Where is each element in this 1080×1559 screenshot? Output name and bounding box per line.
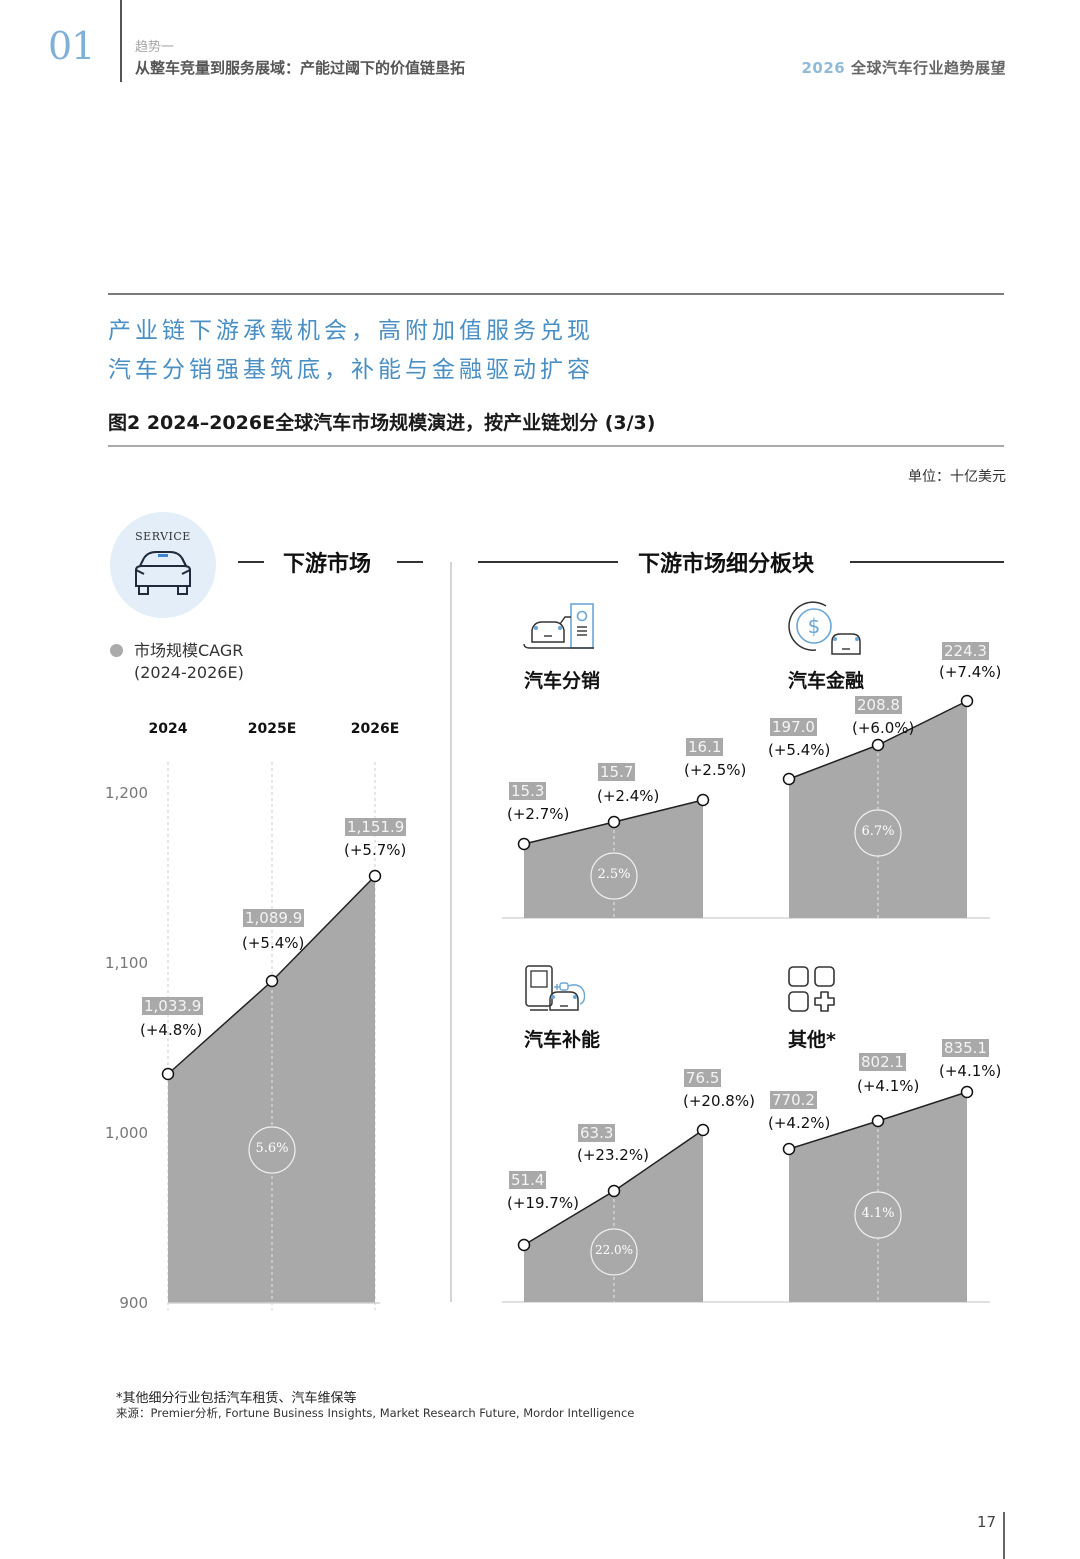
other-grid-icon: [788, 966, 835, 1012]
value-label-2024: 1,033.9: [142, 997, 204, 1015]
page-number-rule: [1003, 1512, 1005, 1559]
finance-value-2024: 197.0: [770, 718, 817, 736]
section-number: 01: [48, 24, 95, 68]
finance-value-2026e: 224.3: [942, 642, 989, 660]
charging-cagr-value: 22.0%: [594, 1243, 634, 1257]
headline-line-2: 汽车分销强基筑底，补能与金融驱动扩容: [108, 357, 594, 383]
other-value-2025e: 802.1: [859, 1053, 906, 1071]
footnote: *其他细分行业包括汽车租赁、汽车维保等: [116, 1391, 357, 1406]
segment-name-charging: 汽车补能: [524, 1029, 601, 1051]
value-label-2025e: 1,089.9: [243, 909, 305, 927]
figure-title: 图2 2024–2026E全球汽车市场规模演进，按产业链划分 (3/3): [108, 412, 656, 434]
segment-name-distribution: 汽车分销: [524, 670, 601, 692]
charging-value-2026e: 76.5: [684, 1069, 722, 1087]
year-header-2025e: 2025E: [247, 721, 297, 737]
downstream-cagr-value: 5.6%: [255, 1141, 289, 1156]
distribution-growth-2026e: (+2.5%): [684, 761, 747, 779]
unit-label: 单位：十亿美元: [908, 469, 1006, 485]
cagr-legend-line-1: 市场规模CAGR: [134, 641, 244, 660]
car-charging-icon: [525, 965, 586, 1011]
right-title-rule-left: [478, 561, 618, 563]
growth-label-2025e: (+5.4%): [242, 934, 305, 952]
other-growth-2026e: (+4.1%): [939, 1062, 1002, 1080]
segment-name-other: 其他*: [788, 1029, 836, 1051]
distribution-value-2024: 15.3: [509, 782, 547, 800]
car-front-icon: [135, 551, 191, 595]
cagr-legend-label: 市场规模CAGR (2024-2026E): [134, 640, 244, 684]
year-header-2024: 2024: [148, 721, 188, 737]
finance-growth-2024: (+5.4%): [768, 741, 831, 759]
finance-growth-2025e: (+6.0%): [852, 719, 915, 737]
distribution-chart: [517, 793, 710, 918]
distribution-growth-2025e: (+2.4%): [597, 787, 660, 805]
y-tick-1100: 1,100: [105, 954, 148, 972]
page-number: 17: [977, 1513, 997, 1531]
cagr-legend-line-2: (2024-2026E): [134, 663, 244, 682]
right-title-rule-right: [850, 561, 1004, 563]
panel-divider: [450, 562, 452, 1302]
section-kicker: 趋势一: [135, 40, 175, 55]
cagr-legend-dot: [110, 644, 123, 657]
finance-chart: [782, 694, 974, 918]
section-subtitle: 从整车竞量到服务展域：产能过阈下的价值链垦拓: [135, 59, 466, 77]
headline-top-rule: [108, 293, 1004, 295]
charging-chart: [517, 1123, 710, 1302]
distribution-value-2026e: 16.1: [686, 738, 724, 756]
year-header-2026e: 2026E: [350, 721, 400, 737]
svg-text:$: $: [808, 614, 821, 638]
report-title: 2026 全球汽车行业趋势展望: [802, 57, 1007, 78]
distribution-cagr-value: 2.5%: [597, 867, 631, 882]
y-tick-900: 900: [119, 1294, 148, 1312]
car-finance-icon: $: [788, 601, 861, 655]
growth-label-2026e: (+5.7%): [344, 841, 407, 859]
other-chart: [782, 1085, 974, 1302]
finance-value-2025e: 208.8: [855, 696, 902, 714]
charging-growth-2026e: (+20.8%): [683, 1092, 755, 1110]
headline-line-1: 产业链下游承载机会，高附加值服务兑现: [108, 318, 594, 344]
car-dealership-icon: [523, 603, 594, 649]
left-title-dash-right: [397, 561, 423, 563]
finance-growth-2026e: (+7.4%): [939, 663, 1002, 681]
other-cagr-value: 4.1%: [861, 1206, 895, 1221]
left-title-dash-left: [238, 561, 264, 563]
y-tick-1000: 1,000: [105, 1124, 148, 1142]
y-tick-1200: 1,200: [105, 784, 148, 802]
downstream-market-title: 下游市场: [283, 552, 372, 577]
value-label-2026e: 1,151.9: [345, 818, 407, 836]
charging-growth-2025e: (+23.2%): [577, 1146, 649, 1164]
report-title-text: 全球汽车行业趋势展望: [850, 59, 1006, 77]
figure-title-rule: [108, 445, 1004, 447]
header-divider: [120, 0, 122, 82]
other-value-2024: 770.2: [770, 1091, 817, 1109]
growth-label-2024: (+4.8%): [140, 1021, 203, 1039]
other-growth-2024: (+4.2%): [768, 1114, 831, 1132]
segments-title: 下游市场细分板块: [638, 552, 815, 577]
report-year: 2026: [801, 59, 846, 77]
service-badge-label: SERVICE: [135, 530, 191, 543]
finance-cagr-value: 6.7%: [861, 824, 895, 839]
charging-value-2024: 51.4: [509, 1171, 547, 1189]
charging-growth-2024: (+19.7%): [507, 1194, 579, 1212]
other-growth-2025e: (+4.1%): [857, 1077, 920, 1095]
source-note: 来源：Premier分析, Fortune Business Insights,…: [116, 1406, 635, 1420]
charging-value-2025e: 63.3: [578, 1124, 616, 1142]
segment-name-finance: 汽车金融: [788, 670, 865, 692]
distribution-value-2025e: 15.7: [598, 763, 636, 781]
other-value-2026e: 835.1: [942, 1039, 989, 1057]
distribution-growth-2024: (+2.7%): [507, 805, 570, 823]
